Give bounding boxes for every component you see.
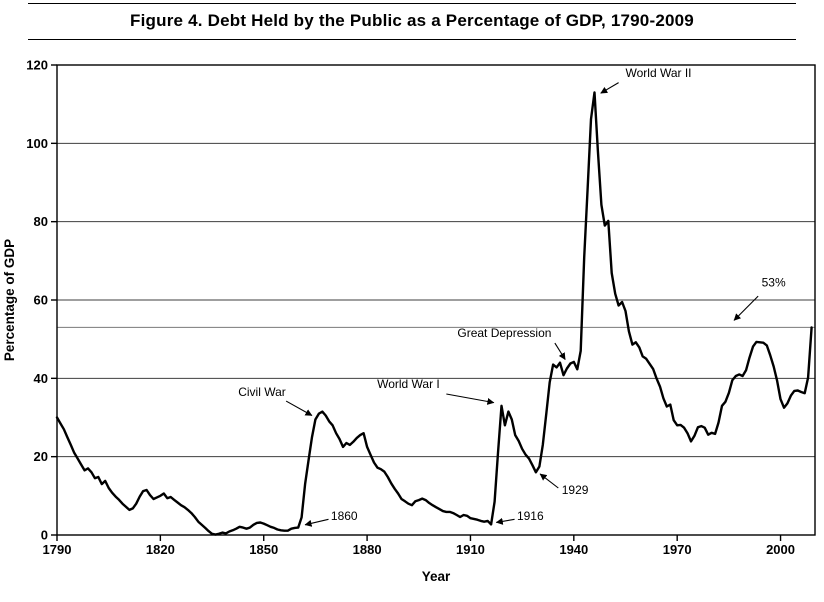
y-tick-label: 60 <box>34 293 48 308</box>
annotations: World War II 53% Great Depression World War… <box>238 66 786 527</box>
x-tick-label: 1820 <box>146 542 175 557</box>
x-tick-label: 1910 <box>456 542 485 557</box>
gridlines <box>57 142 815 458</box>
x-tick-label: 1970 <box>663 542 692 557</box>
annotation-arrow <box>446 393 495 405</box>
x-tick-label: 1940 <box>559 542 588 557</box>
x-tick-label: 1790 <box>43 542 72 557</box>
figure: Figure 4. Debt Held by the Public as a P… <box>0 3 824 602</box>
annotation-arrow <box>600 82 619 94</box>
axis-ticks-and-labels: 1790 1820 1850 1880 1910 1940 1970 2000 0 20 40 60 8… <box>26 58 795 558</box>
annotation-label: 1916 <box>517 509 544 523</box>
annotation-great-depression: Great Depression <box>457 326 566 360</box>
x-tick-label: 2000 <box>766 542 795 557</box>
debt-gdp-line-chart: 1790 1820 1850 1880 1910 1940 1970 2000 0 20 40 60 8… <box>2 58 816 584</box>
y-tick-label: 80 <box>34 214 48 229</box>
annotation-1929: 1929 <box>539 473 589 497</box>
annotation-label: Civil War <box>238 385 286 399</box>
annotation-label: World War II <box>626 66 692 80</box>
annotation-label: World War I <box>377 377 440 391</box>
annotation-arrow <box>554 342 566 360</box>
figure-title: Figure 4. Debt Held by the Public as a P… <box>28 3 796 40</box>
annotation-1860: 1860 <box>304 509 358 527</box>
x-tick-label: 1880 <box>353 542 382 557</box>
annotation-arrow <box>495 517 515 525</box>
annotation-label: 1860 <box>331 509 358 523</box>
annotation-world-war-ii: World War II <box>600 66 692 94</box>
annotation-arrow <box>285 400 313 417</box>
y-tick-label: 40 <box>34 371 48 386</box>
annotation-label: Great Depression <box>457 326 551 340</box>
y-tick-label: 0 <box>41 528 48 543</box>
annotation-label: 53% <box>762 275 786 289</box>
x-tick-label: 1850 <box>249 542 278 557</box>
annotation-civil-war: Civil War <box>238 385 313 417</box>
annotation-label: 1929 <box>562 483 589 497</box>
y-axis-title: Percentage of GDP <box>2 239 17 361</box>
annotation-arrow <box>304 518 329 527</box>
y-tick-label: 20 <box>34 449 48 464</box>
x-axis-title: Year <box>422 569 451 584</box>
annotation-world-war-i: World War I <box>377 377 495 405</box>
series-debt-held-by-public <box>55 91 813 536</box>
annotation-arrow <box>539 473 559 489</box>
annotation-arrow <box>733 295 759 321</box>
y-tick-label: 100 <box>26 136 48 151</box>
annotation-1916: 1916 <box>495 509 544 525</box>
y-tick-label: 120 <box>26 58 48 73</box>
annotation-53: 53% <box>733 275 786 321</box>
